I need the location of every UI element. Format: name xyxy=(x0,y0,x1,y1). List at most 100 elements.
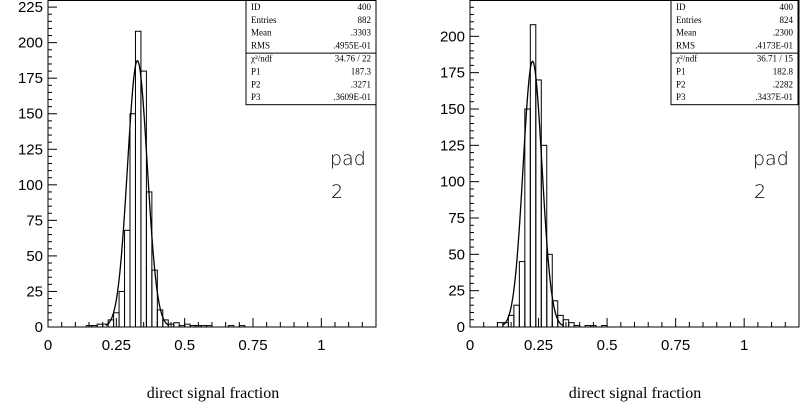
pad-number-annotation: 2 xyxy=(754,181,766,203)
histogram-bar xyxy=(524,108,531,328)
stats-value: .2300 xyxy=(773,28,794,38)
stats-value: 36.71 / 15 xyxy=(757,54,794,64)
histogram-bar xyxy=(206,325,213,328)
y-tick-label: 100 xyxy=(18,177,43,194)
x-tick-label: 0.5 xyxy=(597,337,618,354)
x-tick-label: 0.75 xyxy=(238,337,267,354)
x-tick-label: 1 xyxy=(740,337,748,354)
histogram-bar xyxy=(124,229,131,328)
stats-value: .4955E-01 xyxy=(333,41,371,51)
histogram-bar xyxy=(573,325,581,328)
x-axis-label: direct signal fraction xyxy=(147,385,279,402)
histogram-bar xyxy=(189,325,197,328)
stats-value: .3609E-01 xyxy=(333,92,371,102)
histogram-bar xyxy=(151,269,158,328)
stats-label: P2 xyxy=(676,79,686,89)
histogram-bar xyxy=(584,325,592,328)
histogram-bar xyxy=(118,290,126,328)
x-tick-label: 0.25 xyxy=(524,337,553,354)
histogram-bar xyxy=(238,325,246,328)
y-tick-label: 75 xyxy=(448,210,465,227)
stats-label: RMS xyxy=(251,41,270,51)
y-tick-label: 25 xyxy=(448,283,465,300)
gaussian-fit-curve xyxy=(502,60,564,326)
histogram-bar xyxy=(601,325,608,328)
y-tick-label: 150 xyxy=(18,106,43,123)
stats-label: P2 xyxy=(251,79,261,89)
histogram-bar xyxy=(546,253,553,328)
stats-value: 882 xyxy=(358,15,372,25)
x-tick-label: 0 xyxy=(466,337,474,354)
stats-label: P3 xyxy=(251,92,261,102)
histogram-bar xyxy=(551,300,559,328)
x-axis-label: direct signal fraction xyxy=(569,385,701,402)
histogram-bar xyxy=(568,322,575,328)
histogram-bar xyxy=(129,113,136,328)
stats-box: ID 400 Entries 824 Mean .2300 RMS .4173E-01 χ²/n… xyxy=(670,0,799,106)
y-tick-label: 175 xyxy=(440,65,465,82)
stats-value: 824 xyxy=(780,15,794,25)
histogram-bar xyxy=(590,325,597,328)
stats-label: χ²/ndf xyxy=(675,54,697,64)
histogram-bar xyxy=(178,325,186,328)
stats-label: Mean xyxy=(251,28,272,38)
histogram-bar xyxy=(227,325,235,328)
y-tick-label: 125 xyxy=(440,137,465,154)
y-tick-label: 50 xyxy=(26,248,43,265)
stats-box: ID 400 Entries 882 Mean .3303 RMS .4955E-01 χ²/n… xyxy=(245,0,377,106)
stats-label: ID xyxy=(251,2,261,12)
histogram-bar xyxy=(200,325,208,328)
stats-value: 182.8 xyxy=(773,66,794,76)
y-tick-label: 25 xyxy=(26,283,43,300)
y-tick-label: 200 xyxy=(18,35,43,52)
histogram-bar xyxy=(496,322,504,328)
histogram-bar xyxy=(162,319,169,328)
histogram-bar xyxy=(518,261,526,328)
y-tick-label: 50 xyxy=(448,246,465,263)
y-tick-label: 225 xyxy=(18,0,43,16)
stats-label: Entries xyxy=(676,15,702,25)
y-tick-label: 0 xyxy=(457,319,465,336)
histogram-bar xyxy=(145,191,153,328)
x-tick-label: 0.5 xyxy=(174,337,195,354)
y-tick-label: 100 xyxy=(440,174,465,191)
y-tick-label: 125 xyxy=(18,141,43,158)
histogram-panel-1: 0 25 50 75 100 125 150 175 200 225 0 0.25 0.5 0.75 1 ID… xyxy=(18,0,377,402)
y-tick-label: 175 xyxy=(18,70,43,87)
histogram-bar xyxy=(91,325,98,328)
stats-label: P1 xyxy=(251,66,261,76)
x-tick-label: 0.75 xyxy=(661,337,690,354)
stats-value: 400 xyxy=(780,2,794,12)
histogram-bar xyxy=(173,322,180,328)
x-tick-label: 1 xyxy=(317,337,325,354)
stats-label: Entries xyxy=(251,15,277,25)
stats-value: 187.3 xyxy=(351,66,372,76)
histogram-bar xyxy=(513,304,520,328)
stats-label: Mean xyxy=(676,28,697,38)
stats-value: .3271 xyxy=(351,79,371,89)
stats-label: P3 xyxy=(676,92,686,102)
histogram-bar xyxy=(156,309,164,328)
pad-annotation: pad xyxy=(753,148,789,170)
histogram-bar xyxy=(96,323,104,328)
stats-label: χ²/ndf xyxy=(250,54,272,64)
gaussian-fit-curve xyxy=(105,59,170,326)
histogram-panel-2: 0 25 50 75 100 125 150 175 200 0 0.25 0.5 0.75 1 ID 400… xyxy=(440,0,800,402)
x-tick-label: 0 xyxy=(44,337,52,354)
stats-value: 34.76 / 22 xyxy=(335,54,371,64)
y-tick-label: 75 xyxy=(26,212,43,229)
y-tick-label: 150 xyxy=(440,101,465,118)
stats-label: P1 xyxy=(676,66,686,76)
y-tick-label: 0 xyxy=(35,319,43,336)
stats-value: .4173E-01 xyxy=(755,41,793,51)
histogram-bar xyxy=(184,323,191,328)
x-tick-label: 0.25 xyxy=(102,337,131,354)
stats-value: .3303 xyxy=(351,28,372,38)
stats-value: 400 xyxy=(358,2,372,12)
stats-label: ID xyxy=(676,2,686,12)
stats-value: .2282 xyxy=(773,79,793,89)
stats-value: .3437E-01 xyxy=(755,92,793,102)
pad-number-annotation: 2 xyxy=(331,181,343,203)
pad-annotation: pad xyxy=(330,148,366,170)
